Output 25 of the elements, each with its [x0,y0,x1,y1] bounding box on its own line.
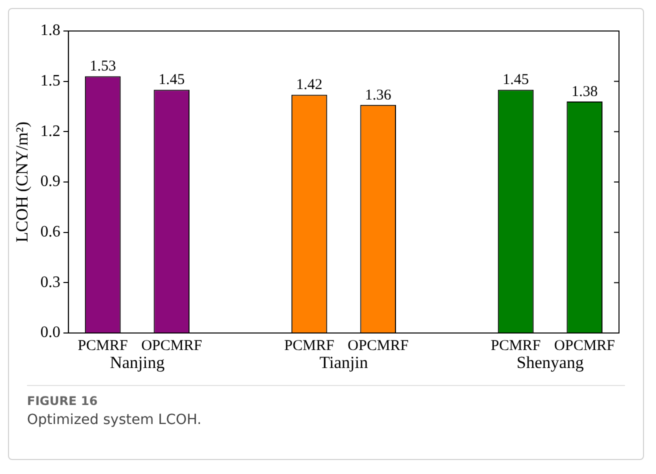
data-label: 1.36 [364,87,392,104]
data-label: 1.38 [571,84,598,100]
y-tick-label: 1.2 [40,122,60,140]
y-tick-label: 0.3 [40,274,60,291]
y-tick-label: 1.8 [40,22,60,40]
text: FIGURE 16 [26,393,99,408]
data-label: 1.53 [90,58,116,75]
y-tick-label: 0.9 [40,173,60,190]
y-tick-label: 0.6 [40,224,60,241]
text: Nanjing [110,352,166,372]
text: Optimized system LCOH. [26,411,203,430]
data-label: 1.45 [158,72,185,88]
y-axis-title: LCOH (CNY/m²) [12,122,32,242]
x-tick-label: OPCMRF [141,338,202,354]
x-tick-label: PCMRF [78,338,128,354]
text: Shenyang [516,352,584,372]
x-tick-label: PCMRF [284,338,334,354]
text: Tianjin [319,352,368,372]
data-label: 1.45 [502,72,529,88]
x-tick-label: OPCMRF [348,338,409,354]
x-tick-label: PCMRF [490,338,541,354]
y-tick-label: 0.0 [40,324,60,342]
y-tick-label: 1.5 [40,72,60,90]
data-label: 1.42 [296,77,322,94]
x-tick-label: OPCMRF [554,338,616,354]
